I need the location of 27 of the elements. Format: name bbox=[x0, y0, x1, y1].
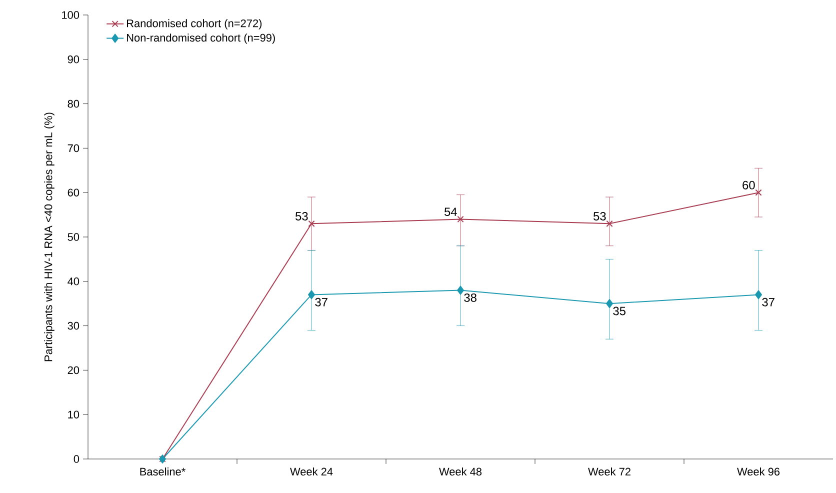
data-label: 60 bbox=[742, 180, 755, 190]
y-tick-label: 30 bbox=[68, 322, 80, 330]
data-label: 53 bbox=[594, 212, 606, 220]
x-tick-label: Week 96 bbox=[737, 467, 780, 476]
data-label: 37 bbox=[762, 298, 774, 306]
y-tick-label: 90 bbox=[68, 56, 80, 64]
y-tick-label: 50 bbox=[68, 233, 80, 241]
y-axis-title: Participants with HIV-1 RNA <40 copies per mL (%) bbox=[44, 112, 54, 362]
x-tick-label: Baseline* bbox=[140, 467, 186, 476]
data-label: 35 bbox=[613, 306, 626, 316]
data-label: 54 bbox=[444, 208, 457, 216]
y-tick-label: 70 bbox=[68, 144, 80, 152]
legend-label: Non-randomised cohort (n=99) bbox=[127, 34, 275, 44]
x-tick-label: Week 24 bbox=[290, 467, 333, 476]
y-tick-label: 60 bbox=[68, 188, 80, 196]
x-tick-label: Week 48 bbox=[439, 467, 482, 476]
data-label: 38 bbox=[464, 293, 476, 302]
legend-label: Randomised cohort (n=272) bbox=[127, 19, 262, 30]
y-tick-label: 20 bbox=[68, 366, 80, 374]
y-tick-label: 0 bbox=[74, 455, 80, 463]
data-label: 53 bbox=[296, 212, 308, 220]
y-tick-label: 10 bbox=[68, 410, 80, 418]
y-tick-label: 80 bbox=[68, 100, 80, 108]
y-tick-label: 40 bbox=[68, 278, 80, 286]
y-tick-label: 100 bbox=[62, 11, 80, 19]
data-label: 37 bbox=[315, 298, 328, 306]
x-tick-label: Week 72 bbox=[588, 467, 630, 476]
